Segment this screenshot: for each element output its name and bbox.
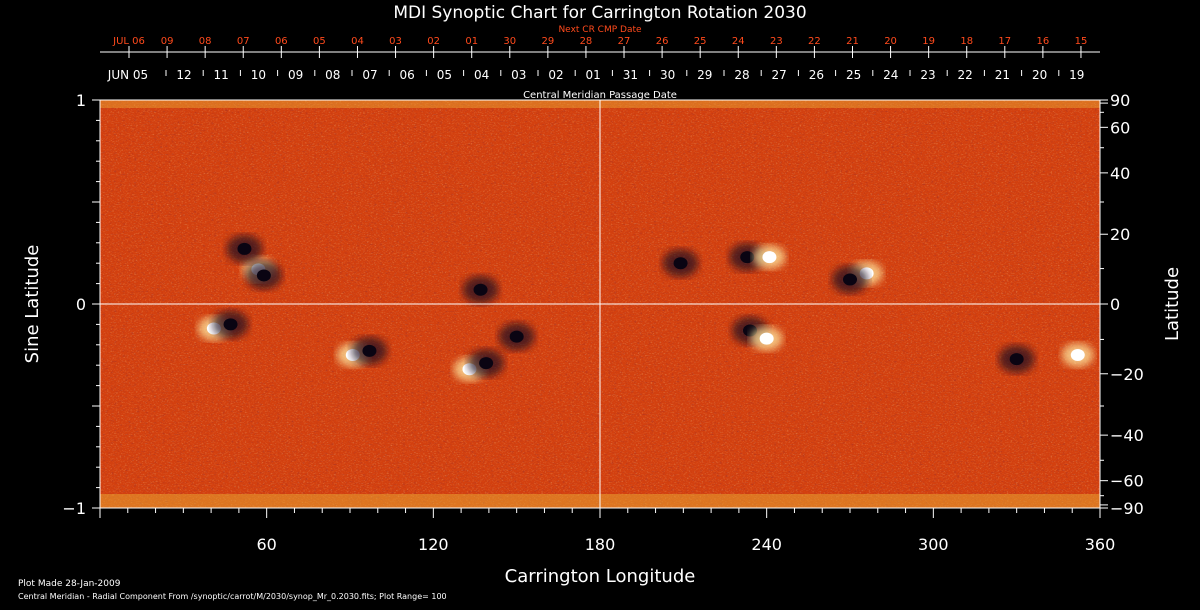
y-right-tick-label: −20 bbox=[1110, 365, 1144, 384]
date-axis: JUL 06 09 08 07 06 05 04 03 02 01 30 29 28 27 26 25 24 23… bbox=[100, 36, 1100, 82]
next-date-label: 22 bbox=[808, 36, 821, 47]
y-right-tick-label: −40 bbox=[1110, 426, 1144, 445]
plot-made-note: Plot Made 28-Jan-2009 bbox=[18, 579, 121, 589]
y-right-tick-label: 90 bbox=[1110, 91, 1130, 110]
y-right-tick-label: 60 bbox=[1110, 118, 1130, 137]
next-date-label: 06 bbox=[275, 36, 288, 47]
next-date-label: 17 bbox=[998, 36, 1011, 47]
y-right-tick-label: 0 bbox=[1110, 295, 1120, 314]
y-right-tick-label: −90 bbox=[1110, 499, 1144, 518]
cmp-date-label: 12 bbox=[176, 68, 191, 82]
next-date-label: 30 bbox=[503, 36, 516, 47]
negative-region bbox=[256, 269, 271, 282]
next-date-label: 26 bbox=[656, 36, 669, 47]
x-axis-title: Carrington Longitude bbox=[505, 566, 696, 587]
cmp-date-label: 06 bbox=[400, 68, 415, 82]
x-tick-label: 240 bbox=[751, 535, 782, 554]
x-tick-label: 60 bbox=[256, 535, 276, 554]
cmp-date-label: 19 bbox=[1069, 68, 1084, 82]
negative-region bbox=[237, 242, 252, 255]
cmp-date-label: JUN 05 bbox=[107, 68, 148, 82]
next-date-label: 02 bbox=[427, 36, 440, 47]
cmp-date-label: 10 bbox=[251, 68, 266, 82]
cmp-date-label: 04 bbox=[474, 68, 489, 82]
negative-region bbox=[479, 357, 494, 370]
y-axis-title-right: Latitude bbox=[1162, 267, 1183, 341]
cmp-date-label: 01 bbox=[586, 68, 601, 82]
next-date-label: 18 bbox=[960, 36, 973, 47]
cmp-date-label: 25 bbox=[846, 68, 861, 82]
cmp-date-label: 26 bbox=[809, 68, 824, 82]
cmp-date-label: 23 bbox=[920, 68, 935, 82]
positive-region bbox=[1070, 349, 1085, 361]
cmp-date-label: 05 bbox=[437, 68, 452, 82]
cmp-date-label: 29 bbox=[697, 68, 712, 82]
next-date-label: 04 bbox=[351, 36, 364, 47]
next-date-label: 08 bbox=[199, 36, 212, 47]
positive-region bbox=[762, 251, 777, 264]
cmp-date-label: 02 bbox=[548, 68, 563, 82]
next-date-label: 20 bbox=[884, 36, 897, 47]
next-date-label: 23 bbox=[770, 36, 783, 47]
positive-region bbox=[759, 332, 774, 345]
negative-region bbox=[223, 318, 238, 331]
plot-frame: 60 120 180 240 300 360 1 0 −1 90 60 40 20 0 −20 −40 −60 −… bbox=[62, 91, 1143, 554]
next-date-label: 29 bbox=[541, 36, 554, 47]
y-right-tick-label: 40 bbox=[1110, 164, 1130, 183]
next-date-label: 25 bbox=[694, 36, 707, 47]
x-tick-label: 300 bbox=[918, 535, 949, 554]
negative-region bbox=[362, 344, 377, 357]
next-date-label: 15 bbox=[1075, 36, 1088, 47]
y-right-tick-label: 20 bbox=[1110, 225, 1130, 244]
next-date-label: 07 bbox=[237, 36, 250, 47]
next-date-label: 16 bbox=[1037, 36, 1050, 47]
cmp-date-label: 07 bbox=[362, 68, 377, 82]
next-date-label: 27 bbox=[618, 36, 631, 47]
negative-region bbox=[673, 257, 688, 270]
cmp-date-label: 21 bbox=[995, 68, 1010, 82]
cmp-date-label: 22 bbox=[958, 68, 973, 82]
negative-region bbox=[843, 273, 857, 286]
negative-region bbox=[473, 283, 488, 296]
next-date-label: 24 bbox=[732, 36, 745, 47]
cmp-label: Central Meridian Passage Date bbox=[523, 90, 677, 101]
cmp-date-label: 24 bbox=[883, 68, 898, 82]
negative-region bbox=[509, 330, 524, 343]
next-date-label: 09 bbox=[161, 36, 174, 47]
cmp-date-label: 08 bbox=[325, 68, 340, 82]
cmp-date-label: 31 bbox=[623, 68, 638, 82]
next-date-label: 19 bbox=[922, 36, 935, 47]
y-right-tick-label: −60 bbox=[1110, 472, 1144, 491]
next-date-label: 05 bbox=[313, 36, 326, 47]
x-tick-label: 360 bbox=[1085, 535, 1116, 554]
next-cr-label: Next CR CMP Date bbox=[558, 25, 642, 35]
source-note: Central Meridian - Radial Component From… bbox=[18, 592, 447, 601]
x-tick-label: 120 bbox=[418, 535, 449, 554]
negative-region bbox=[1009, 353, 1024, 366]
y-axis-title-left: Sine Latitude bbox=[22, 245, 43, 364]
next-date-label: 21 bbox=[846, 36, 859, 47]
chart-title: MDI Synoptic Chart for Carrington Rotati… bbox=[393, 3, 806, 23]
next-date-label: JUL 06 bbox=[112, 36, 145, 47]
cmp-date-label: 20 bbox=[1032, 68, 1047, 82]
cmp-date-label: 27 bbox=[772, 68, 787, 82]
cmp-date-label: 09 bbox=[288, 68, 303, 82]
y-left-tick-label: 0 bbox=[76, 295, 86, 314]
next-date-label: 28 bbox=[580, 36, 593, 47]
negative-region bbox=[740, 251, 755, 264]
y-left-tick-label: −1 bbox=[62, 499, 86, 518]
next-date-label: 03 bbox=[389, 36, 402, 47]
cmp-date-label: 28 bbox=[734, 68, 749, 82]
next-date-label: 01 bbox=[465, 36, 478, 47]
cmp-date-label: 30 bbox=[660, 68, 675, 82]
y-left-tick-label: 1 bbox=[76, 91, 86, 110]
cmp-date-label: 11 bbox=[214, 68, 229, 82]
cmp-date-label: 03 bbox=[511, 68, 526, 82]
x-tick-label: 180 bbox=[585, 535, 616, 554]
